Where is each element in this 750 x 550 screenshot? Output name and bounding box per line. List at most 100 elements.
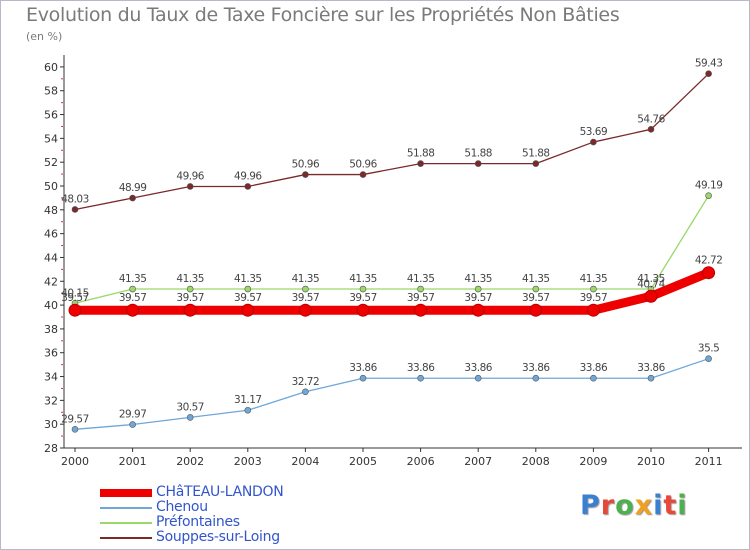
legend-swatch	[100, 522, 152, 524]
data-label: 41.35	[292, 273, 320, 285]
data-point	[647, 374, 655, 382]
data-point	[586, 303, 600, 317]
data-label: 39.57	[522, 292, 550, 304]
data-label: 40.74	[637, 278, 665, 290]
y-tick-label: 48	[44, 204, 58, 217]
data-label: 59.43	[695, 58, 723, 70]
chart-axes: 28 30 32 34 36 38 40 42 44 46 48 50 52 54 56 58 60 2000 20…	[44, 55, 742, 468]
data-point	[186, 183, 194, 190]
data-label: 51.88	[522, 148, 550, 160]
data-label: 48.99	[119, 182, 147, 194]
data-point	[590, 138, 597, 146]
data-label: 31.17	[234, 394, 262, 406]
data-point	[186, 414, 194, 421]
x-tick-label: 2010	[637, 455, 665, 468]
y-tick-label: 30	[44, 418, 58, 431]
data-label: 35.5	[698, 343, 719, 355]
data-point	[417, 160, 424, 167]
x-tick-label: 2011	[695, 455, 723, 468]
data-label: 41.35	[522, 273, 550, 285]
data-point	[302, 285, 309, 293]
data-point	[186, 285, 194, 293]
data-label: 39.57	[349, 292, 377, 304]
data-point	[529, 303, 543, 317]
data-label: 41.35	[119, 273, 147, 285]
data-point	[644, 289, 658, 303]
data-label: 51.88	[464, 148, 492, 160]
data-label: 41.35	[176, 273, 204, 285]
y-tick-label: 44	[44, 251, 58, 264]
x-tick-label: 2007	[464, 455, 492, 468]
data-label: 49.96	[234, 170, 262, 182]
logo-letter: r	[600, 490, 616, 521]
series-line-3	[74, 73, 710, 211]
x-tick-label: 2008	[522, 455, 550, 468]
data-label: 33.86	[580, 362, 608, 374]
data-label: 49.19	[695, 180, 723, 192]
data-point	[474, 374, 482, 382]
y-tick-label: 42	[44, 275, 58, 288]
y-tick-label: 32	[44, 394, 58, 407]
data-point	[71, 206, 79, 213]
data-point	[414, 303, 428, 317]
series-line-0	[70, 268, 714, 315]
data-label: 33.86	[407, 362, 435, 374]
data-point	[302, 171, 309, 178]
series-lines	[70, 73, 714, 430]
series-data-labels: 39.57 39.57 39.57 39.57 39.57 39.57 39.57 39.57…	[61, 58, 723, 426]
legend-label: CHâTEAU-LANDON	[156, 484, 284, 500]
data-point	[647, 126, 655, 133]
data-label: 29.97	[119, 409, 147, 421]
data-label: 54.76	[637, 113, 665, 125]
x-tick-label: 2005	[349, 455, 377, 468]
x-tick-label: 2003	[234, 455, 262, 468]
data-label: 32.72	[292, 376, 320, 388]
data-label: 41.35	[637, 273, 665, 285]
x-tick-label: 2004	[291, 455, 319, 468]
x-tick-label: 2009	[579, 455, 607, 468]
data-point	[359, 285, 367, 293]
y-tick-label: 58	[44, 85, 58, 98]
data-label: 39.57	[292, 292, 320, 304]
y-tick-label: 38	[44, 323, 58, 336]
y-tick-label: 34	[44, 371, 58, 384]
data-point	[532, 374, 540, 382]
data-label: 39.57	[176, 292, 204, 304]
x-tick-label: 2006	[407, 455, 435, 468]
data-point	[417, 285, 424, 293]
data-point	[532, 285, 540, 293]
y-tick-label: 52	[44, 156, 58, 169]
data-point	[298, 303, 312, 317]
series-points	[68, 70, 716, 433]
data-point	[471, 303, 485, 317]
data-label: 41.35	[407, 273, 435, 285]
legend-swatch	[100, 537, 152, 539]
data-label: 39.57	[464, 292, 492, 304]
data-label: 41.35	[464, 273, 492, 285]
data-point	[702, 266, 716, 280]
series-line-2	[74, 194, 710, 304]
data-label: 33.86	[464, 362, 492, 374]
data-label: 33.86	[349, 362, 377, 374]
data-point	[705, 192, 712, 199]
data-label: 40.15	[61, 287, 89, 299]
x-tick-label: 2000	[61, 455, 89, 468]
data-label: 50.96	[349, 159, 377, 171]
logo-letter: P	[580, 490, 601, 521]
data-point	[244, 406, 252, 414]
proxiti-logo: Proxiti	[580, 490, 688, 521]
y-tick-label: 46	[44, 228, 58, 241]
data-point	[417, 374, 424, 382]
data-label: 49.96	[176, 170, 204, 182]
data-point	[590, 285, 597, 293]
data-label: 48.03	[61, 193, 89, 205]
legend-label: Souppes-sur-Loing	[156, 529, 280, 545]
legend-label: Chenou	[156, 499, 208, 515]
y-tick-label: 56	[44, 109, 58, 122]
data-point	[356, 303, 370, 317]
data-point	[183, 303, 197, 317]
data-point	[302, 388, 309, 396]
data-point	[68, 303, 82, 317]
data-label: 33.86	[522, 362, 550, 374]
y-tick-label: 60	[44, 61, 58, 74]
